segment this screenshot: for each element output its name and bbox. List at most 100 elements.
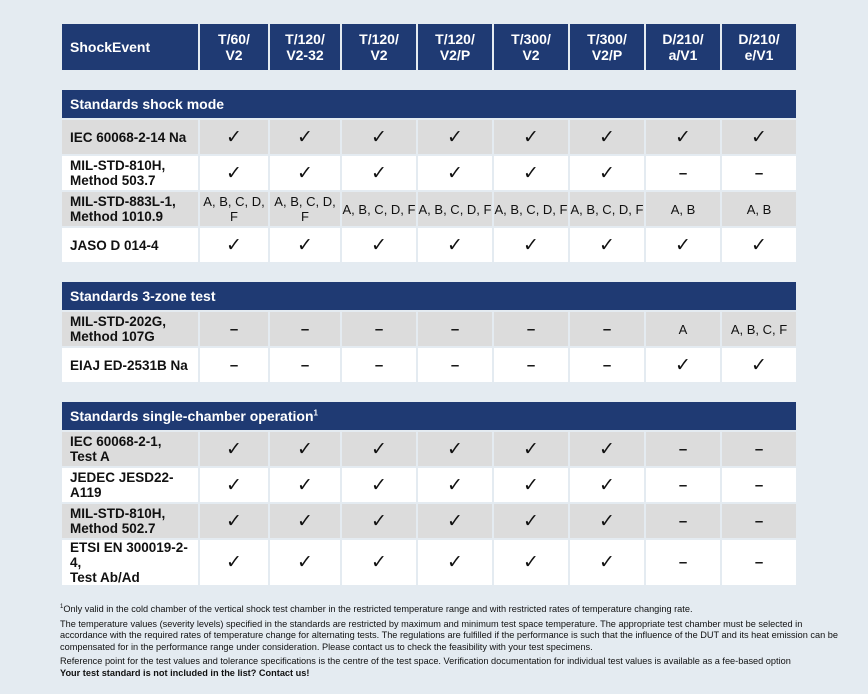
check-icon: ✓ — [722, 348, 796, 382]
standard-label: JEDEC JESD22-A119 — [62, 468, 198, 502]
check-icon: ✓ — [200, 432, 268, 466]
dash-icon: – — [342, 312, 416, 346]
section-header: Standards shock mode — [62, 90, 796, 118]
check-icon: ✓ — [342, 120, 416, 154]
section-footnote-marker: 1 — [313, 408, 318, 418]
table-row: ETSI EN 300019-2-4, Test Ab/Ad ✓ ✓ ✓ ✓ ✓ ✓ – – — [62, 540, 796, 585]
check-icon: ✓ — [200, 504, 268, 538]
section-title-cell: Standards shock mode — [62, 90, 796, 118]
column-header: D/210/ a/V1 — [646, 24, 720, 70]
check-icon: ✓ — [570, 228, 644, 262]
check-icon: ✓ — [570, 120, 644, 154]
standard-label: IEC 60068-2-14 Na — [62, 120, 198, 154]
check-icon: ✓ — [722, 228, 796, 262]
spacer-cell — [62, 384, 796, 400]
dash-icon: – — [342, 348, 416, 382]
check-icon: ✓ — [722, 120, 796, 154]
check-icon: ✓ — [270, 468, 340, 502]
section-header: Standards single-chamber operation1 — [62, 402, 796, 430]
check-icon: ✓ — [646, 228, 720, 262]
check-icon: ✓ — [270, 540, 340, 585]
check-icon: ✓ — [494, 120, 568, 154]
table-row: MIL-STD-810H, Method 503.7 ✓ ✓ ✓ ✓ ✓ ✓ – – — [62, 156, 796, 190]
check-icon: ✓ — [200, 228, 268, 262]
standard-label: ETSI EN 300019-2-4, Test Ab/Ad — [62, 540, 198, 585]
check-icon: ✓ — [418, 468, 492, 502]
contact-note[interactable]: Your test standard is not included in th… — [60, 667, 310, 678]
check-icon: ✓ — [342, 156, 416, 190]
check-icon: ✓ — [570, 468, 644, 502]
check-icon: ✓ — [570, 504, 644, 538]
standard-label: MIL-STD-810H, Method 503.7 — [62, 156, 198, 190]
check-icon: ✓ — [270, 228, 340, 262]
check-icon: ✓ — [200, 120, 268, 154]
section-title: Standards single-chamber operation — [70, 408, 314, 424]
dash-icon: – — [646, 156, 720, 190]
dash-icon: – — [722, 468, 796, 502]
value-cell: A, B, C, D, F — [418, 192, 492, 226]
table-row: EIAJ ED-2531B Na – – – – – – ✓ ✓ — [62, 348, 796, 382]
check-icon: ✓ — [570, 540, 644, 585]
value-cell: A, B, C, D, F — [342, 192, 416, 226]
check-icon: ✓ — [646, 348, 720, 382]
section-title: Standards shock mode — [70, 96, 225, 112]
dash-icon: – — [722, 540, 796, 585]
dash-icon: – — [270, 312, 340, 346]
dash-icon: – — [418, 348, 492, 382]
check-icon: ✓ — [270, 504, 340, 538]
dash-icon: – — [570, 348, 644, 382]
table-row: MIL-STD-810H, Method 502.7 ✓ ✓ ✓ ✓ ✓ ✓ – – — [62, 504, 796, 538]
dash-icon: – — [722, 156, 796, 190]
dash-icon: – — [570, 312, 644, 346]
check-icon: ✓ — [200, 468, 268, 502]
value-cell: A, B — [722, 192, 796, 226]
section-spacer — [62, 72, 796, 88]
check-icon: ✓ — [200, 540, 268, 585]
check-icon: ✓ — [418, 228, 492, 262]
column-header: T/120/ V2 — [342, 24, 416, 70]
table-row: IEC 60068-2-1, Test A ✓ ✓ ✓ ✓ ✓ ✓ – – — [62, 432, 796, 466]
column-header: T/120/ V2/P — [418, 24, 492, 70]
check-icon: ✓ — [418, 156, 492, 190]
footnote-marker: 1 — [60, 604, 64, 610]
dash-icon: – — [646, 540, 720, 585]
check-icon: ✓ — [270, 432, 340, 466]
section-spacer — [62, 384, 796, 400]
check-icon: ✓ — [646, 120, 720, 154]
check-icon: ✓ — [494, 504, 568, 538]
spacer-cell — [62, 72, 796, 88]
column-header: T/300/ V2/P — [570, 24, 644, 70]
value-cell: A, B, C, D, F — [200, 192, 268, 226]
dash-icon: – — [722, 432, 796, 466]
spacer-cell — [62, 264, 796, 280]
dash-icon: – — [722, 504, 796, 538]
standard-label: JASO D 014-4 — [62, 228, 198, 262]
check-icon: ✓ — [418, 432, 492, 466]
dash-icon: – — [270, 348, 340, 382]
check-icon: ✓ — [200, 156, 268, 190]
value-cell: A — [646, 312, 720, 346]
table-row: IEC 60068-2-14 Na ✓ ✓ ✓ ✓ ✓ ✓ ✓ ✓ — [62, 120, 796, 154]
check-icon: ✓ — [570, 156, 644, 190]
standard-label: MIL-STD-202G, Method 107G — [62, 312, 198, 346]
table-row: JASO D 014-4 ✓ ✓ ✓ ✓ ✓ ✓ ✓ ✓ — [62, 228, 796, 262]
dash-icon: – — [200, 348, 268, 382]
dash-icon: – — [418, 312, 492, 346]
check-icon: ✓ — [494, 156, 568, 190]
dash-icon: – — [494, 348, 568, 382]
check-icon: ✓ — [342, 432, 416, 466]
standard-label: IEC 60068-2-1, Test A — [62, 432, 198, 466]
column-header: T/120/ V2-32 — [270, 24, 340, 70]
dash-icon: – — [646, 504, 720, 538]
column-header: T/300/ V2 — [494, 24, 568, 70]
check-icon: ✓ — [342, 504, 416, 538]
check-icon: ✓ — [270, 120, 340, 154]
standard-label: MIL-STD-883L-1, Method 1010.9 — [62, 192, 198, 226]
check-icon: ✓ — [494, 540, 568, 585]
value-cell: A, B, C, F — [722, 312, 796, 346]
dash-icon: – — [200, 312, 268, 346]
check-icon: ✓ — [270, 156, 340, 190]
header-corner: ShockEvent — [62, 24, 198, 70]
section-title: Standards 3-zone test — [70, 288, 216, 304]
section-title-cell: Standards 3-zone test — [62, 282, 796, 310]
